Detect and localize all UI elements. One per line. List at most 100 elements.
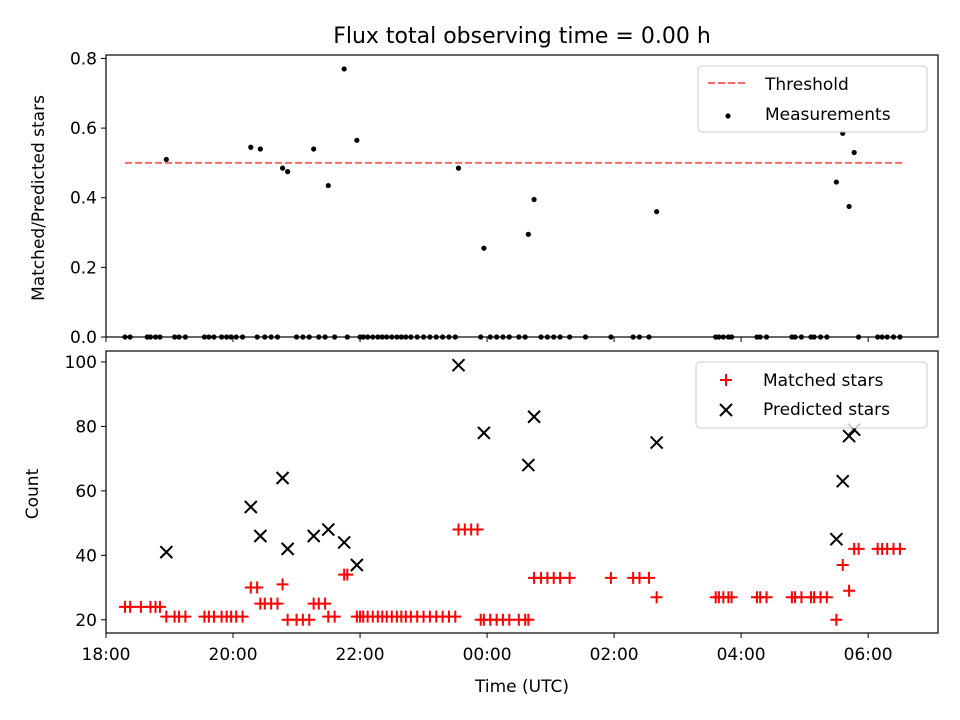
- measurement-zero-point: [440, 334, 446, 340]
- measurement-zero-point: [487, 334, 493, 340]
- matched-star-point: [124, 600, 137, 613]
- matched-star-point: [303, 613, 316, 626]
- measurement-zero-point: [389, 334, 395, 340]
- predicted-star-point: [275, 471, 290, 485]
- measurement-zero-point: [817, 334, 824, 340]
- matched-star-point: [836, 558, 849, 571]
- measurement-zero-point: [720, 334, 726, 340]
- measurement-zero-point: [646, 334, 652, 340]
- measurement-zero-point: [522, 334, 528, 340]
- measurement-point: [163, 156, 169, 163]
- bottom-axes-frame: [105, 350, 939, 634]
- measurement-zero-point: [228, 334, 234, 340]
- bottom-y-tick-label: 20: [75, 611, 97, 631]
- measurement-zero-point: [300, 334, 306, 340]
- predicted-star-point: [306, 529, 321, 543]
- measurement-zero-point: [544, 334, 551, 340]
- measurement-zero-point: [811, 334, 817, 340]
- measurement-point: [833, 179, 839, 185]
- bottom-axes: 20 40 60 80 100 18:00 20:00 22:00 00:00 02:00 04:0…: [65, 350, 939, 665]
- measurement-point: [248, 144, 254, 150]
- predicted-star-point: [337, 535, 351, 550]
- legend-measurements-swatch: [725, 113, 731, 119]
- measurement-zero-point: [375, 334, 381, 340]
- measurement-zero-point: [233, 334, 239, 340]
- legend-matched-label: Matched stars: [763, 371, 883, 391]
- measurement-zero-point: [824, 334, 830, 340]
- measurement-zero-point: [239, 334, 246, 340]
- measurement-zero-point: [630, 334, 636, 340]
- measurement-zero-point: [182, 334, 188, 340]
- measurement-zero-point: [218, 334, 225, 340]
- measurement-zero-point: [856, 334, 862, 340]
- bottom-y-tick-label: 40: [75, 546, 97, 566]
- measurement-zero-point: [201, 334, 208, 340]
- measurement-point: [654, 209, 660, 215]
- legend-threshold-label: Threshold: [764, 75, 849, 95]
- measurement-point: [531, 196, 537, 203]
- measurement-zero-point: [452, 334, 458, 340]
- measurement-zero-point: [879, 334, 885, 340]
- predicted-star-point: [159, 545, 174, 559]
- measurement-zero-point: [360, 334, 366, 340]
- bottom-x-tick-label: 06:00: [844, 645, 893, 665]
- measurement-zero-point: [152, 334, 159, 340]
- matched-star-point: [341, 568, 354, 581]
- bottom-x-tick-label: 20:00: [209, 645, 258, 665]
- measurement-zero-point: [567, 334, 573, 340]
- measurement-point: [311, 146, 317, 152]
- measurement-zero-point: [370, 334, 376, 340]
- measurement-zero-point: [322, 334, 328, 340]
- measurement-zero-point: [403, 334, 409, 340]
- measurement-point: [341, 66, 347, 72]
- bottom-x-tick-label: 22:00: [336, 645, 385, 665]
- measurement-point: [325, 182, 331, 189]
- measurement-zero-point: [551, 334, 557, 340]
- measurement-zero-point: [316, 334, 322, 340]
- measurement-zero-point: [224, 334, 230, 340]
- measurement-zero-point: [293, 334, 300, 340]
- measurement-zero-point: [897, 334, 903, 340]
- predicted-star-point: [829, 532, 844, 546]
- bottom-y-axis-label: Count: [23, 468, 43, 519]
- measurement-zero-point: [446, 334, 452, 340]
- matched-star-point: [852, 542, 865, 555]
- measurement-zero-point: [332, 334, 338, 340]
- top-axes-frame: [105, 54, 939, 338]
- measurement-zero-point: [420, 334, 427, 340]
- top-y-tick-label: 0.2: [70, 258, 97, 278]
- measurement-zero-point: [147, 334, 154, 340]
- top-y-tick-label: 0.8: [70, 49, 97, 69]
- measurement-zero-point: [716, 334, 722, 340]
- top-y-tick-label: 0.0: [70, 328, 97, 348]
- measurement-zero-point: [798, 334, 805, 340]
- measurement-zero-point: [516, 334, 522, 340]
- matched-star-point: [760, 591, 773, 604]
- measurement-zero-point: [557, 334, 563, 340]
- top-axes: 0.0 0.2 0.4 0.6 0.8 Threshold Measurements: [70, 49, 939, 348]
- measurement-zero-point: [127, 334, 133, 340]
- measurement-zero-point: [427, 334, 433, 340]
- predicted-star-point: [451, 358, 466, 372]
- measurement-zero-point: [408, 334, 414, 340]
- measurement-point: [582, 334, 589, 340]
- measurement-zero-point: [757, 334, 763, 340]
- matched-star-point: [522, 613, 535, 626]
- measurement-zero-point: [890, 334, 897, 340]
- top-legend-box: [697, 65, 928, 133]
- matched-star-point: [271, 597, 284, 610]
- measurement-zero-point: [365, 334, 371, 340]
- measurement-zero-point: [394, 334, 400, 340]
- predicted-star-point: [244, 500, 258, 514]
- top-legend: Threshold Measurements: [697, 65, 928, 133]
- bottom-y-tick-label: 100: [65, 353, 97, 373]
- x-axis-label: Time (UTC): [474, 677, 569, 697]
- matched-star-point: [563, 571, 576, 584]
- bottom-x-tick-label: 00:00: [463, 645, 512, 665]
- measurement-zero-point: [398, 334, 404, 340]
- top-y-tick-label: 0.6: [70, 119, 97, 139]
- measurement-zero-point: [171, 334, 178, 340]
- measurement-zero-point: [875, 334, 881, 340]
- measurement-point: [257, 146, 263, 152]
